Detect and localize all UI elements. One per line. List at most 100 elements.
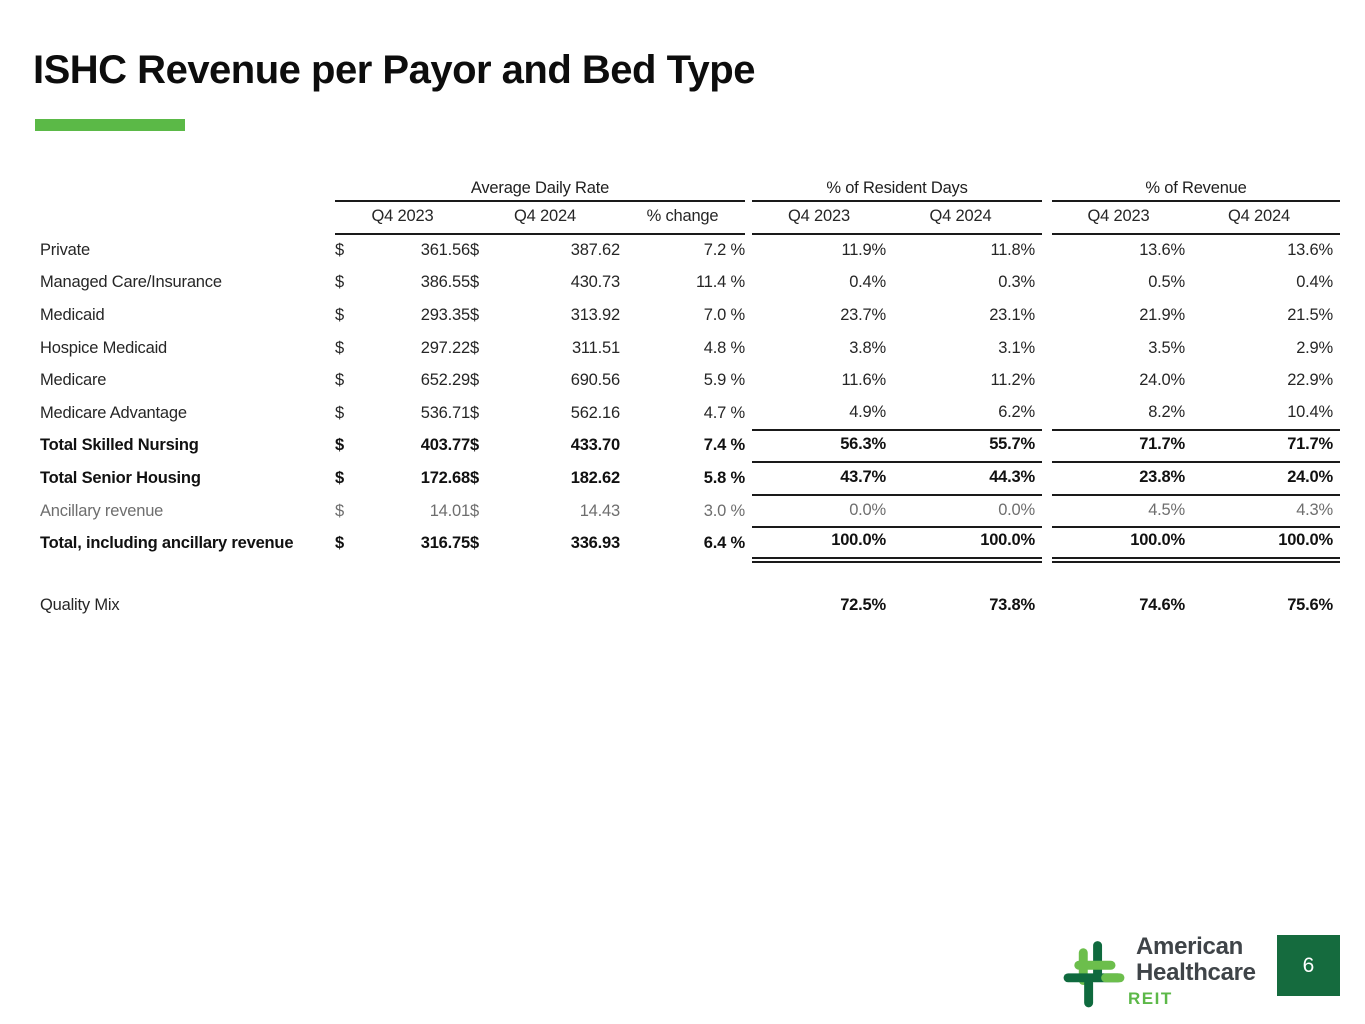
logo-name-line1: American	[1136, 933, 1243, 960]
group-header-resident-days: % of Resident Days	[752, 177, 1042, 202]
table-group-header-row: Average Daily Rate % of Resident Days % …	[40, 177, 1340, 202]
adr-q4-2024-value: 14.43	[579, 501, 620, 520]
res-days-q4-2024-value: 0.0%	[998, 500, 1035, 519]
pct-change-value: 4.8 %	[703, 338, 745, 357]
pct-change-value: 4.7 %	[703, 403, 745, 422]
revenue-q4-2023-value: 71.7%	[1139, 435, 1185, 454]
revenue-q4-2023-value: 13.6%	[1139, 240, 1185, 259]
currency-symbol: $	[335, 305, 344, 324]
pct-change-value: 7.4 %	[703, 436, 745, 455]
adr-column-headers: Q4 2023 Q4 2024 % change	[335, 200, 745, 235]
company-logo: American Healthcare REIT	[1060, 930, 1256, 1018]
currency-symbol: $	[470, 436, 479, 455]
adr-q4-2023-value: 386.55	[420, 273, 470, 292]
row-label: Hospice Medicaid	[40, 338, 168, 357]
res-days-q4-2024-value: 73.8%	[989, 595, 1035, 614]
res-days-q4-2024-value: 44.3%	[989, 467, 1035, 486]
page-number: 6	[1302, 953, 1315, 977]
table-row-quality-mix: Quality Mix 72.5% 73.8% 74.6% 75.6%	[40, 589, 1340, 622]
table-row: Medicaid $ 293.35 $ 313.92 7.0 % 23.7% 2…	[40, 299, 1340, 332]
currency-symbol: $	[470, 371, 479, 390]
revenue-column-headers: Q4 2023 Q4 2024	[1052, 200, 1340, 235]
res-days-q4-2024-value: 11.8%	[990, 240, 1035, 259]
adr-q4-2024-value: 336.93	[570, 534, 620, 553]
pct-change-value: 5.9 %	[703, 371, 745, 390]
adr-q4-2023-value: 297.22	[420, 338, 470, 357]
currency-symbol: $	[335, 436, 344, 455]
revenue-q4-2023-value: 24.0%	[1139, 371, 1185, 390]
res-days-q4-2023-value: 72.5%	[840, 595, 886, 614]
pct-change-value: 6.4 %	[703, 534, 745, 553]
table-row: Medicare Advantage $ 536.71 $ 562.16 4.7…	[40, 397, 1340, 431]
res-days-q4-2024-value: 6.2%	[998, 402, 1035, 421]
currency-symbol: $	[335, 338, 344, 357]
row-label: Medicare	[40, 371, 107, 390]
logo-name-line2: Healthcare	[1136, 959, 1256, 986]
column-header-res-days-q4-2024: Q4 2024	[929, 207, 992, 225]
currency-symbol: $	[470, 240, 479, 259]
column-header-res-days-q4-2023: Q4 2023	[788, 207, 850, 225]
revenue-q4-2024-value: 10.4%	[1287, 402, 1333, 421]
currency-symbol: $	[335, 273, 344, 292]
row-label: Managed Care/Insurance	[40, 273, 222, 292]
revenue-table: Average Daily Rate % of Resident Days % …	[40, 178, 1340, 622]
adr-q4-2023-value: 403.77	[420, 436, 470, 455]
adr-q4-2023-value: 14.01	[429, 501, 470, 520]
currency-symbol: $	[470, 534, 479, 553]
res-days-q4-2023-value: 43.7%	[840, 467, 886, 486]
pct-change-value: 7.0 %	[703, 305, 745, 324]
revenue-q4-2024-value: 21.5%	[1287, 305, 1333, 324]
adr-q4-2024-value: 433.70	[570, 436, 620, 455]
res-days-q4-2023-value: 0.4%	[849, 273, 886, 292]
column-header-revenue-q4-2023: Q4 2023	[1087, 207, 1150, 225]
table-row-total-senior-housing: Total Senior Housing $ 172.68 $ 182.62 5…	[40, 462, 1340, 496]
row-label: Total, including ancillary revenue	[40, 534, 294, 553]
table-column-header-row: Q4 2023 Q4 2024 % change Q4 2023 Q4 2024…	[40, 200, 1340, 235]
row-label: Ancillary revenue	[40, 501, 164, 520]
logo-reit-label: REIT	[1128, 989, 1173, 1008]
revenue-q4-2023-value: 74.6%	[1139, 595, 1185, 614]
adr-q4-2023-value: 172.68	[420, 468, 470, 487]
healthcare-cross-icon	[1063, 941, 1125, 1008]
revenue-q4-2023-value: 100.0%	[1130, 531, 1185, 550]
revenue-q4-2024-value: 100.0%	[1278, 531, 1333, 550]
res-days-q4-2024-value: 11.2%	[990, 371, 1035, 390]
res-days-q4-2024-value: 3.1%	[998, 338, 1035, 357]
pct-change-value: 3.0 %	[703, 501, 745, 520]
adr-q4-2024-value: 311.51	[571, 338, 620, 357]
currency-symbol: $	[335, 403, 344, 422]
group-header-revenue: % of Revenue	[1052, 177, 1340, 202]
res-days-q4-2023-value: 23.7%	[840, 305, 886, 324]
revenue-q4-2024-value: 22.9%	[1287, 371, 1333, 390]
column-header-adr-pct-change: % change	[646, 207, 719, 225]
table-row: Medicare $ 652.29 $ 690.56 5.9 % 11.6% 1…	[40, 364, 1340, 397]
currency-symbol: $	[335, 501, 344, 520]
currency-symbol: $	[470, 501, 479, 520]
resident-days-column-headers: Q4 2023 Q4 2024	[752, 200, 1042, 235]
adr-q4-2023-value: 652.29	[420, 371, 470, 390]
revenue-q4-2023-value: 0.5%	[1148, 273, 1185, 292]
page-number-badge: 6	[1277, 935, 1340, 996]
currency-symbol: $	[335, 468, 344, 487]
adr-q4-2024-value: 182.62	[570, 468, 620, 487]
res-days-q4-2024-value: 55.7%	[989, 435, 1035, 454]
adr-q4-2023-value: 293.35	[420, 305, 470, 324]
currency-symbol: $	[335, 240, 344, 259]
res-days-q4-2023-value: 100.0%	[831, 531, 886, 550]
revenue-q4-2024-value: 71.7%	[1287, 435, 1333, 454]
page-title: ISHC Revenue per Payor and Bed Type	[33, 48, 755, 92]
currency-symbol: $	[470, 468, 479, 487]
row-label: Total Senior Housing	[40, 468, 201, 487]
revenue-q4-2023-value: 8.2%	[1148, 402, 1185, 421]
res-days-q4-2023-value: 4.9%	[849, 402, 886, 421]
column-header-adr-q4-2023: Q4 2023	[371, 207, 434, 225]
currency-symbol: $	[470, 305, 479, 324]
adr-q4-2023-value: 316.75	[420, 534, 470, 553]
currency-symbol: $	[335, 371, 344, 390]
row-label: Quality Mix	[40, 595, 120, 614]
row-label: Total Skilled Nursing	[40, 436, 199, 455]
title-accent-bar	[35, 119, 185, 131]
pct-change-value: 11.4 %	[696, 273, 745, 292]
column-header-revenue-q4-2024: Q4 2024	[1228, 207, 1290, 225]
adr-q4-2024-value: 387.62	[570, 240, 620, 259]
